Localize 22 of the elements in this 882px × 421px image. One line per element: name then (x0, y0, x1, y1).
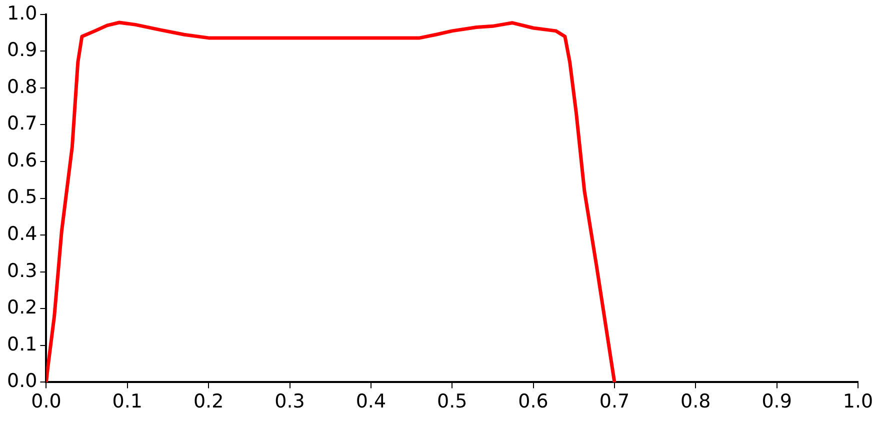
x-tick-label: 0.2 (193, 390, 224, 413)
x-tick-label: 0.1 (112, 390, 143, 413)
x-tick-label: 0.8 (680, 390, 711, 413)
y-tick-label: 0.2 (7, 296, 38, 319)
x-tick-label: 0.4 (356, 390, 386, 413)
y-tick-label: 1.0 (7, 2, 38, 24)
y-tick-label: 0.1 (7, 333, 38, 356)
x-tick-label: 1.0 (842, 390, 874, 413)
x-tick-label: 0.7 (599, 390, 630, 413)
y-tick-label: 0.9 (7, 39, 38, 62)
x-tick-label: 0.5 (437, 390, 468, 413)
y-tick-label: 0.8 (7, 76, 38, 98)
x-tick-label: 0.6 (518, 390, 548, 413)
y-tick-label: 0.4 (7, 223, 38, 246)
y-tick-label: 0.0 (7, 370, 38, 392)
y-tick-label: 0.3 (7, 260, 38, 282)
y-tick-label: 0.5 (7, 186, 38, 208)
x-tick-label: 0.3 (274, 390, 305, 413)
x-tick-label: 0.9 (762, 390, 792, 413)
x-tick-label: 0.0 (31, 390, 62, 413)
y-tick-label: 0.7 (7, 112, 38, 135)
y-tick-label: 0.6 (7, 149, 38, 172)
